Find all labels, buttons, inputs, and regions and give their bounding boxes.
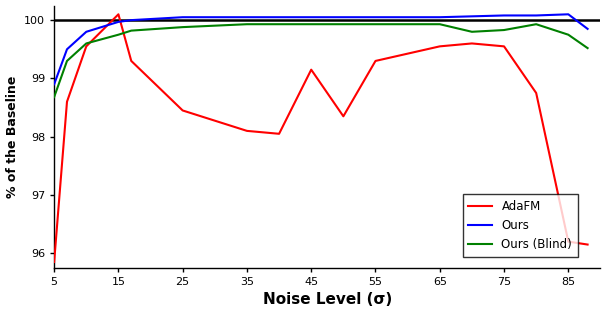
Ours (115, 20, 122, 24)
Legend: AdaFM, Ours, Ours (Blind): AdaFM, Ours, Ours (Blind) (462, 194, 578, 257)
Ours (584, 27, 591, 31)
AdaFM (64, 100, 71, 104)
Ours (436, 15, 444, 19)
AdaFM (82, 44, 90, 48)
Ours (Blind) (64, 59, 71, 63)
AdaFM (276, 132, 283, 136)
AdaFM (468, 42, 476, 45)
AdaFM (372, 59, 379, 63)
Ours (565, 13, 572, 16)
Ours (244, 15, 251, 19)
Ours (Blind) (565, 33, 572, 37)
Y-axis label: % of the Baseline: % of the Baseline (5, 75, 19, 198)
Ours (Blind) (436, 22, 444, 26)
Ours (501, 13, 508, 17)
Line: AdaFM: AdaFM (54, 14, 588, 262)
AdaFM (128, 59, 135, 63)
AdaFM (533, 91, 540, 95)
Ours (372, 15, 379, 19)
AdaFM (50, 260, 58, 264)
Ours (Blind) (50, 95, 58, 99)
Ours (Blind) (372, 22, 379, 26)
AdaFM (115, 13, 122, 16)
Ours (Blind) (533, 22, 540, 26)
AdaFM (244, 129, 251, 133)
AdaFM (436, 44, 444, 48)
AdaFM (179, 109, 186, 112)
Ours (Blind) (308, 22, 315, 26)
AdaFM (340, 115, 347, 118)
Ours (Blind) (115, 33, 122, 37)
Ours (533, 13, 540, 17)
AdaFM (584, 243, 591, 246)
Ours (179, 15, 186, 19)
AdaFM (565, 240, 572, 244)
Ours (Blind) (584, 46, 591, 50)
AdaFM (501, 44, 508, 48)
X-axis label: Noise Level (σ): Noise Level (σ) (262, 292, 392, 307)
Ours (82, 30, 90, 34)
Ours (128, 18, 135, 22)
Line: Ours: Ours (54, 14, 588, 84)
Ours (Blind) (244, 22, 251, 26)
AdaFM (308, 68, 315, 72)
Ours (Blind) (179, 25, 186, 29)
Ours (64, 47, 71, 51)
Ours (308, 15, 315, 19)
Ours (50, 82, 58, 86)
Ours (Blind) (468, 30, 476, 34)
Ours (Blind) (128, 29, 135, 33)
Ours (Blind) (82, 42, 90, 45)
Line: Ours (Blind): Ours (Blind) (54, 24, 588, 97)
Ours (Blind) (501, 28, 508, 32)
